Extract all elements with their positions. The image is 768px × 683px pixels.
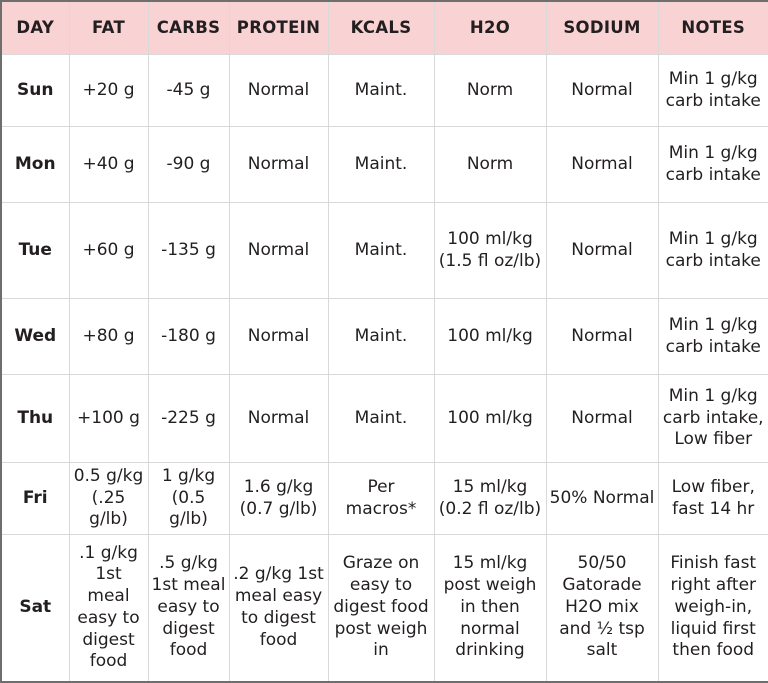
cell-day: Thu [0,374,70,463]
table-header-row: DAY FAT CARBS PROTEIN KCALS H2O SODIUM N… [0,0,768,55]
cell-carbs: -225 g [147,374,230,463]
table-row: Tue +60 g -135 g Normal Maint. 100 ml/kg… [0,202,768,299]
cell-h2o: 15 ml/kg (0.2 fl oz/lb) [433,462,547,535]
table-row: Sun +20 g -45 g Normal Maint. Norm Norma… [0,54,768,127]
cell-sodium: Normal [545,126,659,203]
table-header: DAY FAT CARBS PROTEIN KCALS H2O SODIUM N… [0,0,768,55]
cell-day: Tue [0,202,70,299]
cell-day: Wed [0,298,70,375]
cell-carbs: -180 g [147,298,230,375]
cell-protein: Normal [228,126,329,203]
column-header-protein: PROTEIN [228,0,329,55]
cell-kcals: Maint. [327,202,435,299]
cell-kcals: Maint. [327,298,435,375]
cell-sodium: Normal [545,54,659,127]
table-row: Mon +40 g -90 g Normal Maint. Norm Norma… [0,126,768,203]
cell-kcals: Graze on easy to digest food post weigh … [327,534,435,682]
cell-fat: +80 g [68,298,149,375]
cell-sodium: Normal [545,202,659,299]
cell-kcals: Maint. [327,126,435,203]
cell-carbs: -45 g [147,54,230,127]
cell-fat: 0.5 g/kg (.25 g/lb) [68,462,149,535]
column-header-kcals: KCALS [327,0,435,55]
cell-day: Mon [0,126,70,203]
column-header-carbs: CARBS [147,0,230,55]
table-row: Thu +100 g -225 g Normal Maint. 100 ml/k… [0,374,768,463]
cell-notes: Min 1 g/kg carb intake [657,126,768,203]
cell-sodium: 50% Normal [545,462,659,535]
cell-protein: Normal [228,374,329,463]
cell-protein: 1.6 g/kg (0.7 g/lb) [228,462,329,535]
cell-notes: Low fiber, fast 14 hr [657,462,768,535]
cell-sodium: 50/50 Gatorade H2O mix and ½ tsp salt [545,534,659,682]
cell-protein: Normal [228,202,329,299]
column-header-fat: FAT [68,0,149,55]
cell-kcals: Per macros* [327,462,435,535]
cell-h2o: 100 ml/kg (1.5 fl oz/lb) [433,202,547,299]
table-row: Fri 0.5 g/kg (.25 g/lb) 1 g/kg (0.5 g/lb… [0,462,768,535]
cell-protein: Normal [228,54,329,127]
cell-h2o: 100 ml/kg [433,298,547,375]
cell-notes: Min 1 g/kg carb intake [657,202,768,299]
cell-h2o: 100 ml/kg [433,374,547,463]
cell-h2o: 15 ml/kg post weigh in then normal drink… [433,534,547,682]
cell-kcals: Maint. [327,54,435,127]
cell-notes: Min 1 g/kg carb intake [657,54,768,127]
table-row: Sat .1 g/kg 1st meal easy to digest food… [0,534,768,682]
cell-carbs: .5 g/kg 1st meal easy to digest food [147,534,230,682]
cell-carbs: 1 g/kg (0.5 g/lb) [147,462,230,535]
cell-h2o: Norm [433,54,547,127]
column-header-notes: NOTES [657,0,768,55]
cell-notes: Finish fast right after weigh-in, liquid… [657,534,768,682]
cell-carbs: -135 g [147,202,230,299]
cell-fat: .1 g/kg 1st meal easy to digest food [68,534,149,682]
column-header-day: DAY [0,0,70,55]
cell-notes: Min 1 g/kg carb intake, Low fiber [657,374,768,463]
cell-carbs: -90 g [147,126,230,203]
column-header-sodium: SODIUM [545,0,659,55]
cell-fat: +40 g [68,126,149,203]
cell-day: Sun [0,54,70,127]
table-row: Wed +80 g -180 g Normal Maint. 100 ml/kg… [0,298,768,375]
cell-kcals: Maint. [327,374,435,463]
cell-notes: Min 1 g/kg carb intake [657,298,768,375]
cell-day: Sat [0,534,70,682]
cell-fat: +100 g [68,374,149,463]
column-header-h2o: H2O [433,0,547,55]
cell-h2o: Norm [433,126,547,203]
cell-day: Fri [0,462,70,535]
cell-protein: Normal [228,298,329,375]
cell-fat: +20 g [68,54,149,127]
cell-protein: .2 g/kg 1st meal easy to digest food [228,534,329,682]
cell-sodium: Normal [545,374,659,463]
table-body: Sun +20 g -45 g Normal Maint. Norm Norma… [0,54,768,682]
cell-sodium: Normal [545,298,659,375]
cell-fat: +60 g [68,202,149,299]
